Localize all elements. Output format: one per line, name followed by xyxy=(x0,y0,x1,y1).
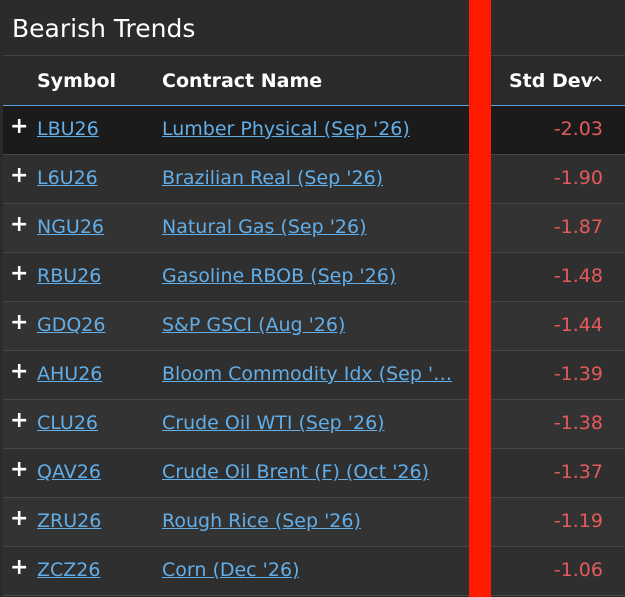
symbol-link[interactable]: ZCZ26 xyxy=(37,559,101,581)
expand-icon[interactable]: + xyxy=(10,114,29,139)
expand-icon[interactable]: + xyxy=(10,212,29,237)
symbol-link[interactable]: CLU26 xyxy=(37,412,98,434)
column-header[interactable]: Contract Name xyxy=(162,70,323,92)
symbol-link[interactable]: RBU26 xyxy=(37,265,102,287)
red-bar xyxy=(469,0,491,597)
table-row xyxy=(3,547,625,596)
sort-caret xyxy=(592,75,602,82)
expand-icon[interactable]: + xyxy=(10,457,29,482)
table-row xyxy=(3,204,625,253)
column-header[interactable]: Std Dev xyxy=(508,70,593,92)
symbol-link[interactable]: L6U26 xyxy=(37,167,98,189)
std-dev: -1.06 xyxy=(553,559,603,581)
contract-link[interactable]: Gasoline RBOB (Sep '26) xyxy=(162,265,397,287)
expand-icon[interactable]: + xyxy=(10,359,29,384)
symbol-link[interactable]: GDQ26 xyxy=(37,314,106,336)
symbol-link[interactable]: LBU26 xyxy=(37,118,99,140)
symbol-link[interactable]: ZRU26 xyxy=(37,510,102,532)
expand-icon[interactable]: + xyxy=(10,506,29,531)
contract-link[interactable]: Natural Gas (Sep '26) xyxy=(162,216,367,238)
table-row xyxy=(3,400,625,449)
symbol-link[interactable]: NGU26 xyxy=(37,216,105,238)
column-header[interactable]: Symbol xyxy=(37,70,117,92)
std-dev: -1.90 xyxy=(553,167,603,189)
panel-title: Bearish Trends xyxy=(12,14,196,43)
std-dev: -1.19 xyxy=(553,510,603,532)
table-row xyxy=(3,106,625,155)
table-row xyxy=(3,253,625,302)
contract-link[interactable]: Crude Oil Brent (F) (Oct '26) xyxy=(162,461,430,483)
contract-link[interactable]: Corn (Dec '26) xyxy=(162,559,300,581)
table-row xyxy=(3,155,625,204)
std-dev: -1.44 xyxy=(553,314,603,336)
contract-link[interactable]: Crude Oil WTI (Sep '26) xyxy=(162,412,385,434)
table-row xyxy=(3,449,625,498)
contract-link[interactable]: Brazilian Real (Sep '26) xyxy=(162,167,384,189)
expand-icon[interactable]: + xyxy=(10,408,29,433)
header-row xyxy=(3,55,625,107)
symbol-link[interactable]: QAV26 xyxy=(37,461,101,483)
contract-link[interactable]: Lumber Physical (Sep '26) xyxy=(162,118,410,140)
table-row xyxy=(3,498,625,547)
table-row xyxy=(3,351,625,400)
expand-icon[interactable]: + xyxy=(10,310,29,335)
contract-link[interactable]: S&P GSCI (Aug '26) xyxy=(162,314,346,336)
std-dev: -1.38 xyxy=(553,412,603,434)
symbol-link[interactable]: AHU26 xyxy=(37,363,103,385)
std-dev: -1.37 xyxy=(553,461,603,483)
expand-icon[interactable]: + xyxy=(10,261,29,286)
std-dev: -2.03 xyxy=(553,118,603,140)
expand-icon[interactable]: + xyxy=(10,163,29,188)
expand-icon[interactable]: + xyxy=(10,555,29,580)
contract-link[interactable]: Rough Rice (Sep '26) xyxy=(162,510,361,532)
contract-link[interactable]: Bloom Commodity Idx (Sep '… xyxy=(162,363,453,385)
std-dev: -1.87 xyxy=(553,216,603,238)
std-dev: -1.48 xyxy=(553,265,603,287)
table-row xyxy=(3,302,625,351)
std-dev: -1.39 xyxy=(553,363,603,385)
